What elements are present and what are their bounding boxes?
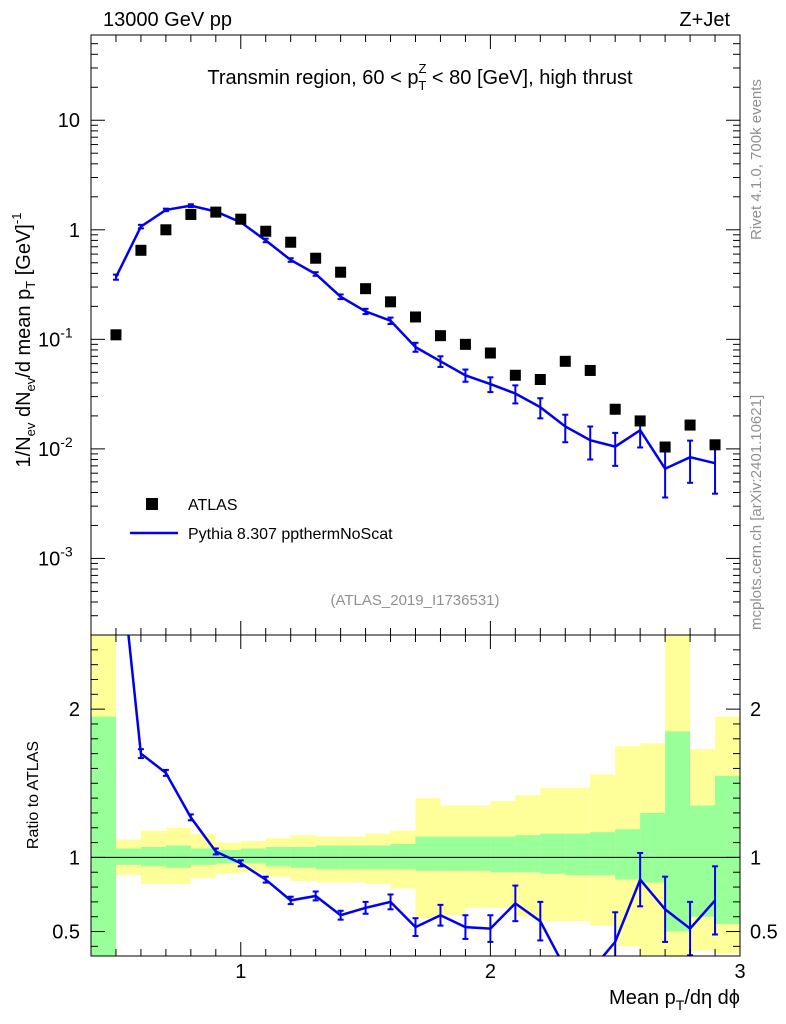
atlas-point (110, 329, 122, 341)
atlas-point (709, 439, 721, 451)
ratio-x-ticks: 1 2 3 (90, 635, 746, 983)
pythia-series (112, 203, 719, 499)
atlas-point (609, 403, 621, 415)
green-band-bin (415, 836, 441, 871)
green-band-bin (640, 812, 666, 883)
green-band-bin (615, 829, 641, 880)
main-frame (90, 34, 741, 636)
main-y-tick-label: 1 (69, 220, 80, 242)
atlas-point (534, 373, 546, 385)
green-band-bin (490, 836, 516, 873)
atlas-point (310, 252, 322, 264)
main-y-tick-label: 10-2 (38, 434, 73, 461)
atlas-point (235, 213, 247, 225)
atlas-point (285, 236, 297, 248)
main-y-tick-label: 10 (58, 110, 80, 132)
green-band-bin (91, 716, 116, 956)
green-band-bin (590, 832, 616, 876)
ratio-panel: 0.5 0.5 1 1 2 2 1 2 3 Ratio to ATLAS Mean pT/dη… (25, 634, 778, 1013)
atlas-point (185, 208, 197, 220)
main-y-ticks (91, 34, 740, 636)
atlas-series (110, 206, 721, 453)
reference-label: (ATLAS_2019_I1736531) (330, 592, 499, 609)
energy-label: 13000 GeV pp (103, 9, 232, 31)
source-label: mcplots.cern.ch [arXiv:2401.10621] (748, 395, 765, 630)
legend: ATLAS Pythia 8.307 ppthermNoScat (130, 497, 393, 543)
ratio-y-tick-label-left: 1 (69, 847, 80, 869)
main-y-tick-label: 10-3 (38, 543, 73, 570)
ratio-y-tick-label-right: 0.5 (750, 922, 778, 944)
ratio-y-tick-label-left: 0.5 (52, 922, 80, 944)
legend-pythia-label: Pythia 8.307 ppthermNoScat (188, 526, 393, 543)
green-band-bin (665, 731, 691, 932)
ratio-pythia-series (127, 635, 719, 956)
main-y-tick-labels: 10 1 10-1 10-2 10-3 (38, 110, 80, 570)
ratio-y-tick-label-right: 2 (750, 699, 761, 721)
ratio-y-ticks: 0.5 0.5 1 1 2 2 (52, 649, 778, 947)
green-band-bin (190, 848, 216, 865)
x-tick-label: 2 (485, 961, 496, 983)
atlas-point (335, 266, 347, 278)
green-band-bin (465, 836, 491, 871)
green-band-bin (165, 845, 191, 868)
ratio-frame (90, 634, 741, 957)
green-band-bin (565, 833, 591, 876)
ratio-y-axis-label: Ratio to ATLAS (25, 741, 42, 849)
green-band-bin (115, 848, 141, 865)
green-band-bin (540, 833, 566, 874)
green-band-bin (265, 847, 291, 867)
legend-atlas-label: ATLAS (188, 497, 238, 514)
atlas-point (484, 347, 496, 359)
atlas-point (360, 283, 372, 295)
main-y-tick-label: 10-1 (38, 324, 73, 351)
x-tick-label: 1 (235, 961, 246, 983)
atlas-point (410, 311, 421, 323)
atlas-point (385, 296, 397, 308)
atlas-point (135, 244, 147, 256)
ratio-band-green (91, 716, 740, 956)
green-band-bin (140, 847, 166, 867)
green-band-bin (390, 844, 416, 870)
atlas-point (684, 419, 696, 431)
atlas-point (659, 441, 671, 453)
atlas-point (160, 224, 172, 236)
ratio-y-tick-label-right: 1 (750, 847, 761, 869)
x-tick-label: 3 (734, 961, 745, 983)
atlas-point (260, 225, 272, 237)
main-panel: Transmin region, 60 < pZ T < 80 [GeV], hi… (9, 34, 741, 636)
rivet-version-label: Rivet 4.1.0, 700k events (748, 79, 765, 240)
atlas-point (459, 338, 471, 350)
main-title: Transmin region, 60 < pZ T < 80 [GeV], hi… (207, 61, 633, 93)
pythia-line (114, 204, 716, 471)
main-y-axis-label: 1/Nev dNev/d mean pT [GeV]-1 (9, 213, 38, 468)
legend-atlas-marker (146, 498, 158, 510)
green-band-bin (715, 775, 740, 925)
x-axis-label: Mean pT/dη dϕ (609, 987, 740, 1013)
process-label: Z+Jet (679, 9, 730, 31)
atlas-point (634, 415, 646, 427)
green-band-bin (515, 835, 541, 873)
green-band-bin (440, 836, 466, 871)
atlas-point (434, 330, 446, 342)
ratio-band-yellow (91, 635, 740, 956)
atlas-point (584, 364, 596, 376)
green-band-bin (690, 805, 716, 917)
atlas-point (559, 355, 571, 367)
atlas-point (210, 206, 222, 218)
atlas-point (509, 369, 521, 381)
main-x-ticks (90, 35, 741, 635)
ratio-y-tick-label-left: 2 (69, 699, 80, 721)
green-band-bin (240, 848, 266, 864)
